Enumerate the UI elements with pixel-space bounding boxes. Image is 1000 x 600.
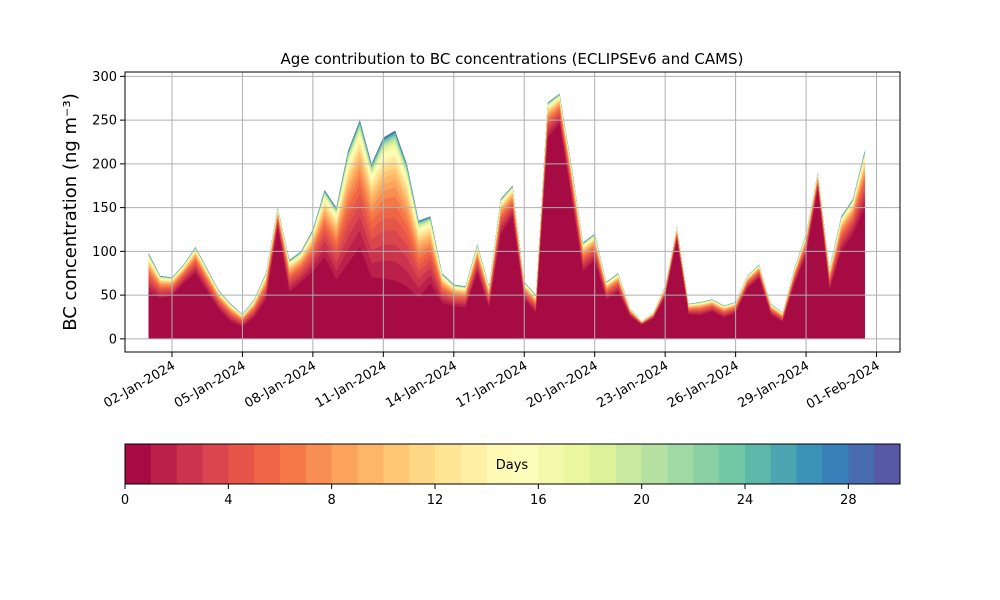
colorbar-cell <box>538 444 565 484</box>
colorbar-tick-label: 0 <box>121 493 129 508</box>
plot-area <box>124 71 901 353</box>
colorbar-cell <box>176 444 203 484</box>
colorbar-cell <box>590 444 617 484</box>
colorbar-cell <box>305 444 333 484</box>
x-tick-label: 02-Jan-2024 <box>101 358 178 411</box>
colorbar-cell <box>150 444 178 484</box>
colorbar-cell <box>409 444 436 484</box>
y-tick-label: 300 <box>92 70 117 85</box>
colorbar-cell <box>435 444 462 484</box>
y-tick-label: 100 <box>92 245 117 260</box>
colorbar: Days 0 4 8 12 16 20 24 28 <box>121 443 901 508</box>
y-tick-label: 50 <box>100 289 117 304</box>
colorbar-cell <box>874 444 901 484</box>
colorbar-tick-label: 16 <box>530 493 547 508</box>
chart-title: Age contribution to BC concentrations (E… <box>281 50 744 68</box>
x-tick-label: 20-Jan-2024 <box>524 358 601 411</box>
colorbar-tick-label: 20 <box>633 493 650 508</box>
x-tick-label: 29-Jan-2024 <box>735 358 812 411</box>
colorbar-cell <box>822 444 849 484</box>
colorbar-cell <box>641 444 668 484</box>
colorbar-cell <box>331 444 358 484</box>
colorbar-cell <box>848 444 875 484</box>
x-axis: 02-Jan-202405-Jan-202408-Jan-202411-Jan-… <box>101 352 883 412</box>
x-tick-label: 14-Jan-2024 <box>383 358 460 411</box>
x-tick-label: 26-Jan-2024 <box>665 358 742 411</box>
colorbar-cell <box>383 444 410 484</box>
plot-frame <box>124 71 901 353</box>
colorbar-frame <box>124 443 901 485</box>
gridlines <box>125 72 900 352</box>
age-band-0-1-days <box>148 123 865 339</box>
y-tick-label: 150 <box>92 201 117 216</box>
colorbar-cell <box>564 444 591 484</box>
colorbar-cell <box>486 444 513 484</box>
colorbar-cell <box>357 444 384 484</box>
colorbar-tick-label: 28 <box>840 493 857 508</box>
y-tick-label: 200 <box>92 157 117 172</box>
colorbar-tick-label: 24 <box>737 493 754 508</box>
y-axis-label: BC concentration (ng m⁻³) <box>60 93 81 331</box>
x-tick-label: 23-Jan-2024 <box>595 358 672 411</box>
colorbar-cell <box>125 444 152 484</box>
y-tick-label: 0 <box>109 332 117 347</box>
colorbar-cell <box>615 444 643 484</box>
x-tick-label: 05-Jan-2024 <box>172 358 249 411</box>
colorbar-cell <box>228 444 255 484</box>
colorbar-cell <box>693 444 720 484</box>
x-tick-label: 01-Feb-2024 <box>804 358 883 412</box>
colorbar-cell <box>460 444 488 484</box>
colorbar-cell <box>719 444 746 484</box>
colorbar-tick-label: 4 <box>224 493 232 508</box>
colorbar-cell <box>254 444 281 484</box>
x-tick-label: 11-Jan-2024 <box>313 358 390 411</box>
y-tick-label: 250 <box>92 114 117 129</box>
colorbar-cell <box>745 444 772 484</box>
colorbar-cell <box>202 444 229 484</box>
colorbar-cell <box>280 444 307 484</box>
colorbar-cell <box>796 444 823 484</box>
x-tick-label: 17-Jan-2024 <box>454 358 531 411</box>
colorbar-label: Days <box>496 458 529 473</box>
colorbar-cell <box>512 444 539 484</box>
colorbar-tick-label: 12 <box>427 493 444 508</box>
age-bands <box>148 93 865 339</box>
y-axis: 0 50 100 150 200 250 300 <box>92 70 125 347</box>
colorbar-cell <box>770 444 798 484</box>
colorbar-tick-label: 8 <box>328 493 336 508</box>
x-tick-label: 08-Jan-2024 <box>242 358 319 411</box>
colorbar-cell <box>667 444 694 484</box>
